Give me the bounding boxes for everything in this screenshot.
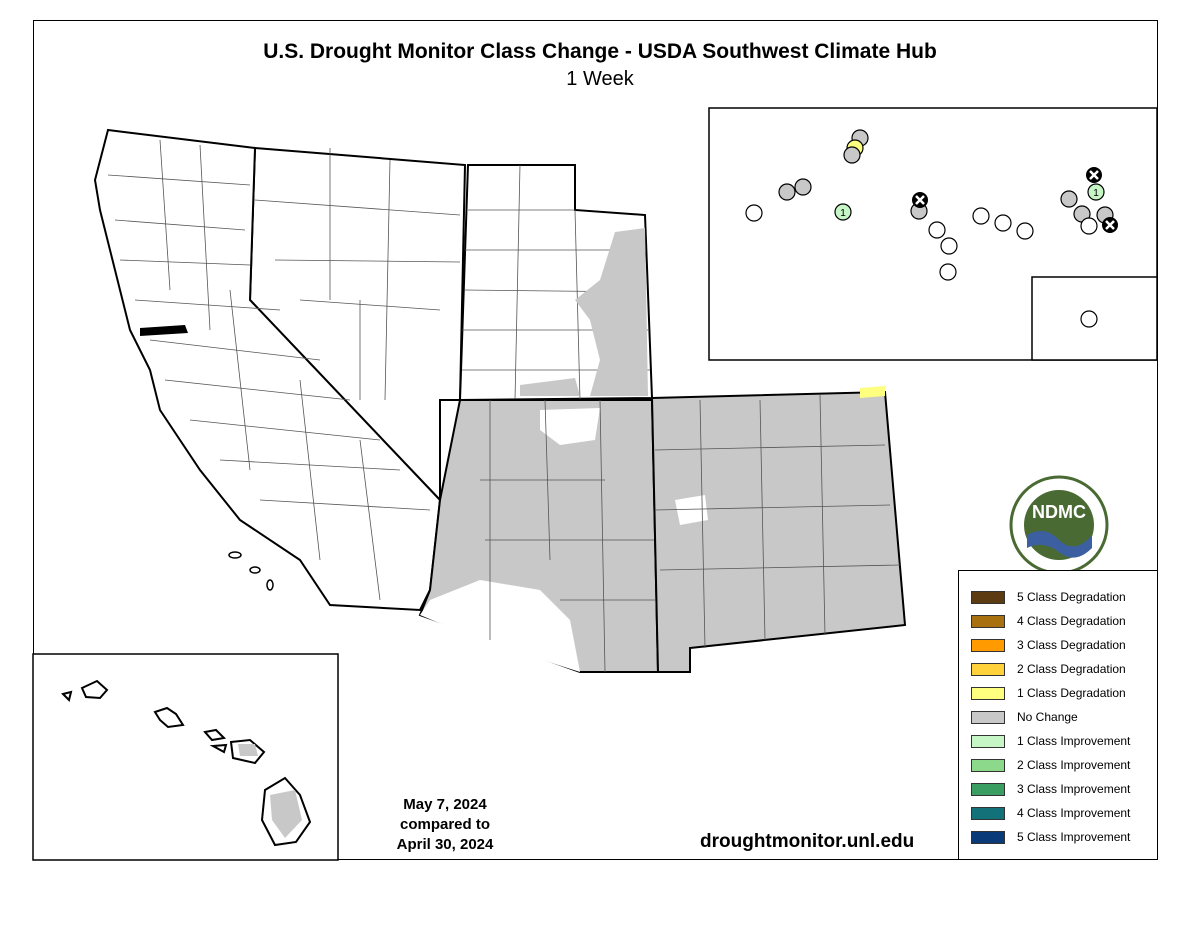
channel-island: [266, 579, 274, 591]
legend-swatch: [971, 662, 1005, 676]
legend-label: 1 Class Improvement: [1017, 734, 1131, 748]
legend-label: 2 Class Improvement: [1017, 758, 1131, 772]
state-arizona: [418, 399, 660, 673]
legend-swatch: [971, 710, 1005, 724]
region-1-class-degradation-nm: [860, 386, 885, 398]
state-new-mexico: [650, 386, 907, 673]
region-no-data-nm: [675, 495, 708, 525]
legend-swatch: [971, 782, 1005, 796]
date-current: May 7, 2024: [403, 796, 487, 813]
state-utah: [458, 164, 654, 402]
channel-island: [249, 566, 261, 574]
page-subtitle: 1 Week: [566, 68, 634, 90]
legend-label: 3 Class Degradation: [1017, 638, 1126, 652]
legend-swatch: [971, 806, 1005, 820]
inset-hawaii: [32, 653, 339, 861]
state-california: [93, 128, 442, 612]
legend-item: 5 Class Improvement: [971, 828, 1130, 846]
source-url[interactable]: droughtmonitor.unl.edu: [700, 831, 915, 852]
legend: 5 Class Degradation 4 Class Degradation 3 …: [958, 570, 1158, 860]
legend-label: 4 Class Degradation: [1017, 614, 1126, 628]
legend-item: 3 Class Degradation: [971, 636, 1126, 654]
legend-label: 5 Class Degradation: [1017, 590, 1126, 604]
legend-item: No Change: [971, 708, 1078, 726]
legend-item: 2 Class Degradation: [971, 660, 1126, 678]
legend-item: 2 Class Improvement: [971, 756, 1130, 774]
legend-swatch: [971, 686, 1005, 700]
legend-item: 4 Class Degradation: [971, 612, 1126, 630]
region-sf-bay: [140, 325, 188, 336]
date-compared: compared to: [399, 816, 490, 833]
region-no-change-south-utah: [520, 378, 580, 396]
region-no-data-north-arizona: [540, 408, 600, 445]
legend-label: No Change: [1017, 710, 1078, 724]
legend-label: 4 Class Improvement: [1017, 806, 1131, 820]
channel-island: [228, 551, 242, 559]
legend-label: 5 Class Improvement: [1017, 830, 1131, 844]
legend-swatch: [971, 614, 1005, 628]
legend-swatch: [971, 638, 1005, 652]
legend-swatch: [971, 590, 1005, 604]
legend-item: 5 Class Degradation: [971, 588, 1126, 606]
legend-label: 1 Class Degradation: [1017, 686, 1126, 700]
legend-item: 1 Class Degradation: [971, 684, 1126, 702]
page-title: U.S. Drought Monitor Class Change - USDA…: [263, 40, 937, 63]
date-previous: April 30, 2024: [396, 836, 494, 853]
legend-swatch: [971, 734, 1005, 748]
inset-pacific-islands: 1 1: [708, 107, 1158, 361]
ndmc-logo: NDMC: [1009, 475, 1109, 575]
region-no-change-big-island: [270, 790, 302, 838]
region-no-change-east-utah: [575, 228, 648, 396]
legend-label: 3 Class Improvement: [1017, 782, 1131, 796]
legend-item: 4 Class Improvement: [971, 804, 1130, 822]
legend-item: 3 Class Improvement: [971, 780, 1130, 798]
region-no-change-maui: [238, 744, 258, 756]
legend-label: 2 Class Degradation: [1017, 662, 1126, 676]
station-label: 1: [1093, 188, 1099, 199]
legend-item: 1 Class Improvement: [971, 732, 1130, 750]
station-label: 1: [840, 208, 846, 219]
legend-swatch: [971, 758, 1005, 772]
legend-swatch: [971, 830, 1005, 844]
region-no-data-sw-arizona: [420, 580, 580, 672]
logo-text: NDMC: [1032, 502, 1086, 522]
